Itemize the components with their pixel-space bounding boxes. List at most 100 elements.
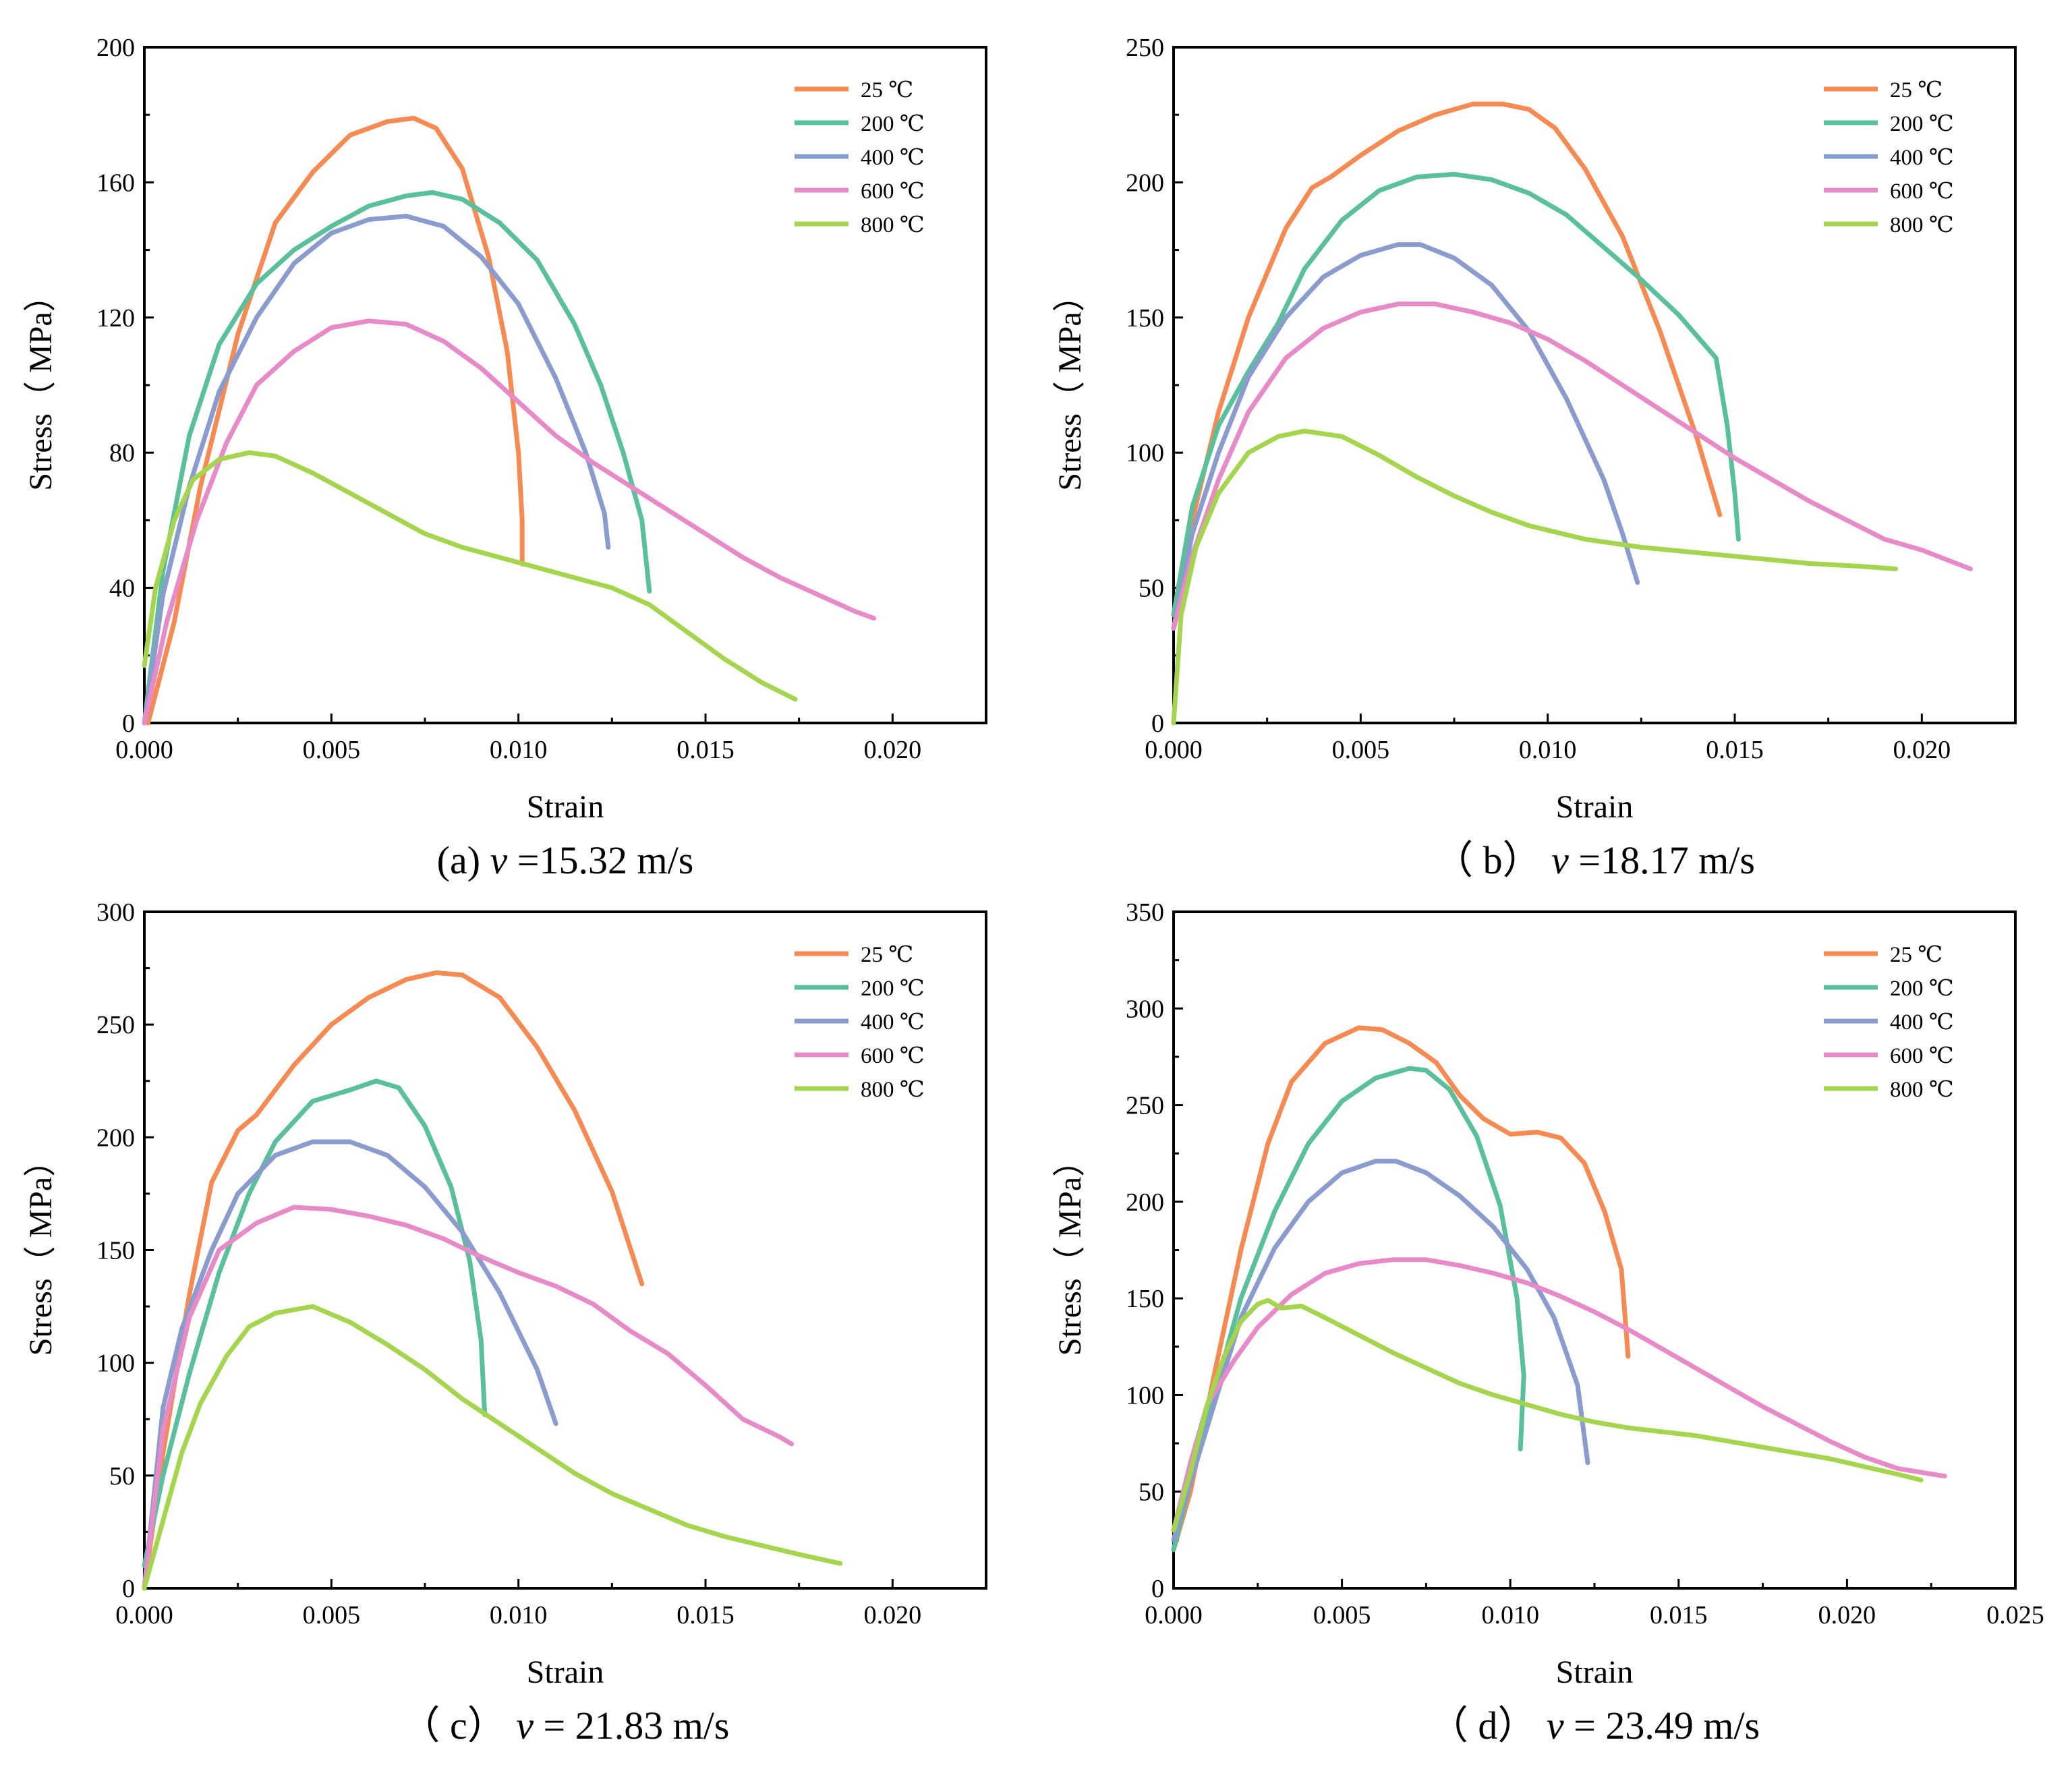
y-tick-label: 50: [1139, 1478, 1164, 1507]
plot-frame: [1172, 910, 2017, 1590]
legend-label-400: 400 ℃: [1890, 1010, 1954, 1035]
y-tick-label: 80: [109, 439, 135, 467]
y-axis-label: Stress（ MPa）: [1052, 279, 1088, 490]
y-tick-label: 250: [1126, 34, 1164, 62]
y-tick-label: 300: [96, 898, 135, 927]
legend-label-800: 800 ℃: [1890, 1078, 1954, 1102]
y-tick-label: 250: [96, 1011, 135, 1039]
legend-label-800: 800 ℃: [1890, 213, 1954, 237]
series-line-200: [1171, 171, 1741, 618]
caption-variable: v: [516, 1704, 534, 1747]
y-tick-label: 0: [1151, 709, 1164, 738]
series-line-800: [1171, 1298, 1924, 1533]
series-line-400: [1171, 1159, 1590, 1542]
caption-value: =18.17 m/s: [1569, 838, 1755, 882]
x-tick-label: 0.015: [677, 736, 735, 764]
series-line-25: [1171, 1025, 1631, 1553]
x-tick-label: 0.000: [1145, 1601, 1203, 1629]
panel-caption: (a) v =15.32 m/s: [437, 838, 694, 882]
x-tick-label: 0.005: [1332, 736, 1390, 764]
series-line-800: [142, 450, 798, 702]
legend-label-25: 25 ℃: [861, 943, 913, 967]
chart-panel-c: 0.000 0.005 0.010 0.015 0.020 0 50 100 150 200 250…: [23, 898, 987, 1747]
caption-prefix: （ c）: [401, 1704, 516, 1747]
x-tick-label: 0.000: [115, 736, 173, 764]
plot-frame: [143, 910, 987, 1590]
caption-value: = 21.83 m/s: [534, 1704, 730, 1747]
y-tick-label: 100: [96, 1350, 135, 1378]
x-tick-label: 0.005: [303, 736, 361, 764]
plot-frame: [1172, 46, 2017, 724]
panel-caption: （ d） v = 23.49 m/s: [1429, 1704, 1760, 1747]
series-line-25: [1171, 101, 1723, 618]
x-tick-label: 0.020: [864, 736, 922, 764]
series-line-600: [1171, 301, 1973, 631]
x-axis-label: Strain: [1556, 1654, 1634, 1690]
x-tick-label: 0.000: [1145, 736, 1203, 764]
panel-caption: （ b） v =18.17 m/s: [1434, 838, 1755, 882]
y-tick-label: 150: [1126, 1285, 1164, 1313]
y-tick-label: 350: [1126, 898, 1164, 927]
caption-variable: v: [1551, 838, 1569, 882]
y-tick-label: 100: [1126, 1381, 1164, 1410]
panel-caption: （ c） v = 21.83 m/s: [401, 1704, 729, 1747]
legend-label-800: 800 ℃: [861, 213, 925, 237]
x-tick-label: 0.015: [1706, 736, 1764, 764]
y-tick-label: 160: [96, 169, 135, 197]
legend-label-200: 200 ℃: [861, 112, 925, 136]
x-tick-label: 0.005: [1313, 1601, 1371, 1629]
caption-variable: v: [490, 838, 508, 882]
x-tick-label: 0.025: [1986, 1601, 2044, 1629]
caption-variable: v: [1547, 1704, 1564, 1747]
y-tick-label: 250: [1126, 1092, 1164, 1120]
legend-label-25: 25 ℃: [861, 78, 913, 103]
plot-frame: [143, 46, 987, 724]
x-tick-label: 0.010: [1519, 736, 1577, 764]
legend-label-400: 400 ℃: [861, 1010, 925, 1035]
legend-label-800: 800 ℃: [861, 1078, 925, 1102]
y-tick-label: 40: [109, 575, 135, 603]
series-line-400: [142, 1139, 558, 1591]
x-tick-label: 0.020: [1893, 736, 1951, 764]
x-tick-label: 0.010: [490, 1601, 548, 1629]
legend-label-600: 600 ℃: [1890, 179, 1954, 204]
legend-label-25: 25 ℃: [1890, 78, 1942, 103]
y-tick-label: 0: [1151, 1575, 1164, 1603]
x-tick-label: 0.015: [1650, 1601, 1708, 1629]
y-tick-label: 50: [1139, 575, 1164, 603]
y-tick-label: 0: [122, 709, 135, 738]
legend-label-25: 25 ℃: [1890, 943, 1942, 967]
legend-label-600: 600 ℃: [861, 1044, 925, 1068]
legend-label-400: 400 ℃: [861, 146, 925, 170]
x-tick-label: 0.010: [490, 736, 548, 764]
x-tick-label: 0.020: [1818, 1601, 1876, 1629]
y-tick-label: 150: [96, 1237, 135, 1265]
series-line-600: [1171, 1257, 1947, 1533]
y-tick-label: 200: [1126, 1188, 1164, 1217]
chart-panel-b: 0.000 0.005 0.010 0.015 0.020 0 50 100 150 200 250…: [1052, 34, 2017, 882]
y-tick-label: 0: [122, 1575, 135, 1603]
y-tick-label: 50: [109, 1462, 135, 1490]
series-line-25: [146, 115, 525, 726]
legend-label-400: 400 ℃: [1890, 146, 1954, 170]
x-tick-label: 0.005: [303, 1601, 361, 1629]
legend-label-200: 200 ℃: [1890, 112, 1954, 136]
series-line-800: [142, 1304, 843, 1591]
series-line-400: [1171, 242, 1640, 631]
y-tick-label: 150: [1126, 304, 1164, 332]
y-tick-label: 300: [1126, 995, 1164, 1023]
caption-prefix: （ b）: [1434, 838, 1551, 882]
chart-panel-a: 0.000 0.005 0.010 0.015 0.020 0 40 80 120 160 200 S…: [23, 34, 987, 882]
x-tick-label: 0.020: [864, 1601, 922, 1629]
series-line-400: [142, 214, 611, 726]
legend-label-600: 600 ℃: [861, 179, 925, 204]
x-tick-label: 0.000: [115, 1601, 173, 1629]
series-line-600: [142, 318, 877, 726]
series-line-200: [142, 190, 652, 726]
caption-prefix: （ d）: [1429, 1704, 1547, 1747]
x-tick-label: 0.010: [1481, 1601, 1539, 1629]
y-axis-label: Stress（ MPa）: [23, 279, 59, 490]
y-tick-label: 100: [1126, 439, 1164, 467]
y-tick-label: 200: [96, 34, 135, 62]
